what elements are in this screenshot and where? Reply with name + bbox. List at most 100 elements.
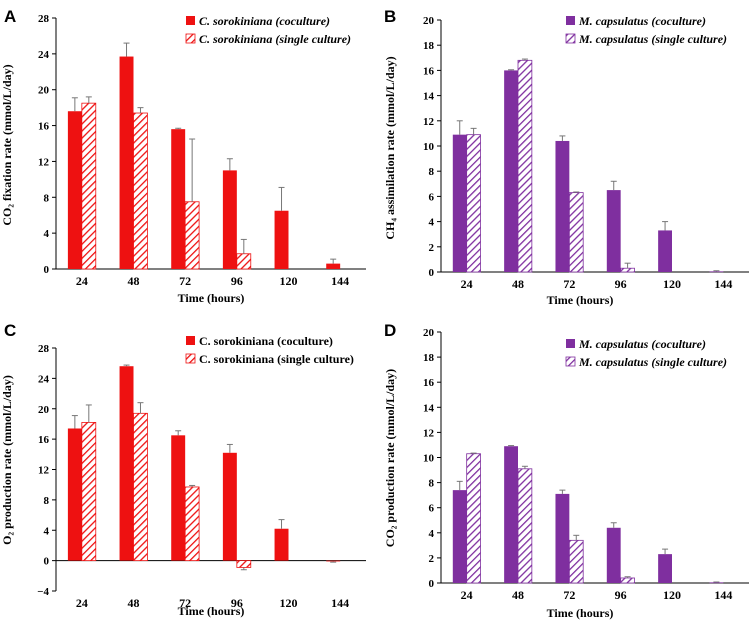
panel-a-x-tick-label: 48 [128, 274, 140, 288]
panel-b-bar-coculture [452, 134, 467, 272]
panel-a-legend-label-coculture: C. sorokiniana (coculture) [199, 14, 330, 28]
panel-b-y-tick-label: 12 [423, 116, 435, 128]
panel-c-legend-label-coculture: C. sorokiniana (coculture) [199, 334, 333, 348]
panel-b-bar-single [568, 192, 584, 273]
panel-b-legend-swatch-coculture [566, 16, 575, 25]
panel-d-letter: D [384, 321, 396, 340]
panel-a-bar-coculture [119, 56, 134, 269]
panel-c-y-tick-label: 4 [44, 525, 50, 537]
panel-a: A CO₂ fixation rate (mmol/L/day) Time (h… [0, 7, 366, 305]
panel-b-y-tick-label: 6 [429, 191, 435, 203]
panel-b-y-tick-label: 0 [429, 267, 435, 279]
panel-a-x-tick-label: 120 [280, 274, 298, 288]
panel-b-bar-single [620, 267, 635, 273]
panel-a-y-axis-title: CO₂ fixation rate (mmol/L/day) [0, 64, 14, 225]
panel-a-y-tick-label: 28 [38, 13, 50, 25]
panel-d-bar-coculture [606, 527, 621, 583]
panel-d-bar-coculture [504, 446, 518, 583]
panel-d: D CO₂ production rate (mmol/L/day) Time … [383, 321, 749, 620]
panel-d-y-tick-label: 14 [423, 402, 435, 414]
panel-c-letter: C [4, 321, 16, 340]
panel-c-y-tick-label: 12 [38, 465, 50, 477]
panel-a-x-tick-label: 144 [331, 274, 349, 288]
panel-d-x-tick-label: 144 [714, 588, 732, 602]
panel-c-y-tick-label: 28 [38, 343, 50, 355]
panel-c-bar-single [184, 486, 200, 562]
panel-c-bar-coculture [326, 560, 341, 562]
panel-a-y-tick-label: 8 [44, 192, 50, 204]
panel-b-x-tick-label: 48 [512, 277, 524, 291]
panel-d-legend-swatch-coculture [566, 339, 575, 348]
panel-b-bar-single [466, 134, 481, 273]
panel-d-bar-coculture [555, 493, 570, 583]
panel-a-x-tick-label: 24 [76, 274, 88, 288]
panel-c-y-tick-label: −4 [37, 586, 49, 598]
panel-b-y-axis-title: CH₄ assimilation rate (mmol/L/day) [383, 56, 397, 239]
panel-c-x-tick-label: 72 [179, 596, 191, 610]
panel-d-x-tick-label: 96 [615, 588, 627, 602]
panel-d-y-tick-label: 0 [429, 578, 435, 590]
panel-d-y-tick-label: 8 [429, 478, 435, 490]
panel-a-bar-single [184, 201, 200, 270]
panel-d-y-tick-label: 18 [423, 352, 435, 364]
panel-d-x-tick-label: 72 [563, 588, 575, 602]
panel-a-legend: C. sorokiniana (coculture) C. sorokinian… [185, 14, 351, 46]
panel-d-x-tick-label: 120 [663, 588, 681, 602]
panel-b-x-tick-label: 24 [461, 277, 473, 291]
panel-d-x-tick-label: 48 [512, 588, 524, 602]
panel-a-legend-label-single: C. sorokiniana (single culture) [199, 32, 351, 46]
panel-c-bar-single [81, 422, 97, 562]
panel-c-legend-label-single: C. sorokiniana (single culture) [199, 352, 354, 366]
panel-a-y-tick-label: 4 [44, 228, 50, 240]
panel-a-legend-swatch-single [185, 33, 196, 44]
panel-b-letter: B [384, 7, 396, 26]
panel-a-y-tick-label: 16 [38, 121, 50, 133]
panel-b-bar-coculture [555, 140, 570, 272]
panel-d-bar-coculture [452, 490, 467, 583]
panel-a-y-tick-label: 24 [38, 49, 50, 61]
panel-c-y-tick-label: 24 [38, 373, 50, 385]
panel-c-x-tick-label: 96 [231, 596, 243, 610]
panel-c-bar-coculture [119, 366, 134, 561]
panel-d-bar-coculture [709, 582, 724, 584]
panel-d-y-tick-label: 4 [429, 528, 435, 540]
panel-b-y-tick-label: 8 [429, 166, 435, 178]
panel-d-legend: M. capsulatus (coculture) M. capsulatus … [565, 337, 727, 369]
panel-d-y-tick-label: 2 [429, 553, 435, 565]
panel-b-x-tick-label: 144 [714, 277, 732, 291]
panel-b-bar-coculture [606, 190, 621, 272]
panel-a-y-tick-label: 12 [38, 156, 50, 168]
panel-c-x-axis-title: Time (hours) [178, 604, 245, 618]
panel-d-y-tick-label: 12 [423, 427, 435, 439]
panel-b-y-tick-label: 10 [423, 141, 435, 153]
panel-c-bar-coculture [171, 435, 186, 561]
panel-a-x-tick-label: 96 [231, 274, 243, 288]
panel-d-y-tick-label: 16 [423, 377, 435, 389]
panel-a-bar-single [133, 112, 148, 270]
panel-a-x-axis-title: Time (hours) [178, 291, 245, 305]
panel-d-y-tick-label: 6 [429, 503, 435, 515]
panel-a-legend-swatch-coculture [186, 16, 195, 25]
panel-c-x-tick-label: 24 [76, 596, 88, 610]
panel-b-y-tick-label: 14 [423, 91, 435, 103]
panel-a-y-tick-label: 20 [38, 85, 50, 97]
panel-c-bar-single [133, 412, 148, 562]
panel-a-bar-single [236, 253, 252, 270]
panel-c-y-tick-label: 20 [38, 404, 50, 416]
panel-d-x-axis-title: Time (hours) [547, 606, 614, 620]
panel-c: C O₂ production rate (mmol/L/day) Time (… [0, 321, 366, 618]
panel-a-bar-coculture [67, 111, 82, 269]
panel-a-y-tick-label: 0 [44, 264, 50, 276]
panel-a-bar-coculture [274, 210, 289, 269]
panel-d-y-axis-title: CO₂ production rate (mmol/L/day) [383, 369, 397, 547]
panel-b-x-tick-label: 120 [663, 277, 681, 291]
panel-c-legend-swatch-coculture [186, 336, 195, 345]
panel-c-legend: C. sorokiniana (coculture) C. sorokinian… [185, 334, 354, 366]
panel-b-y-tick-label: 18 [423, 40, 435, 52]
panel-c-x-tick-label: 48 [128, 596, 140, 610]
panel-b: B CH₄ assimilation rate (mmol/L/day) Tim… [383, 7, 749, 307]
panel-c-x-tick-label: 120 [280, 596, 298, 610]
panel-b-legend: M. capsulatus (coculture) M. capsulatus … [565, 14, 727, 46]
panel-b-x-tick-label: 96 [615, 277, 627, 291]
